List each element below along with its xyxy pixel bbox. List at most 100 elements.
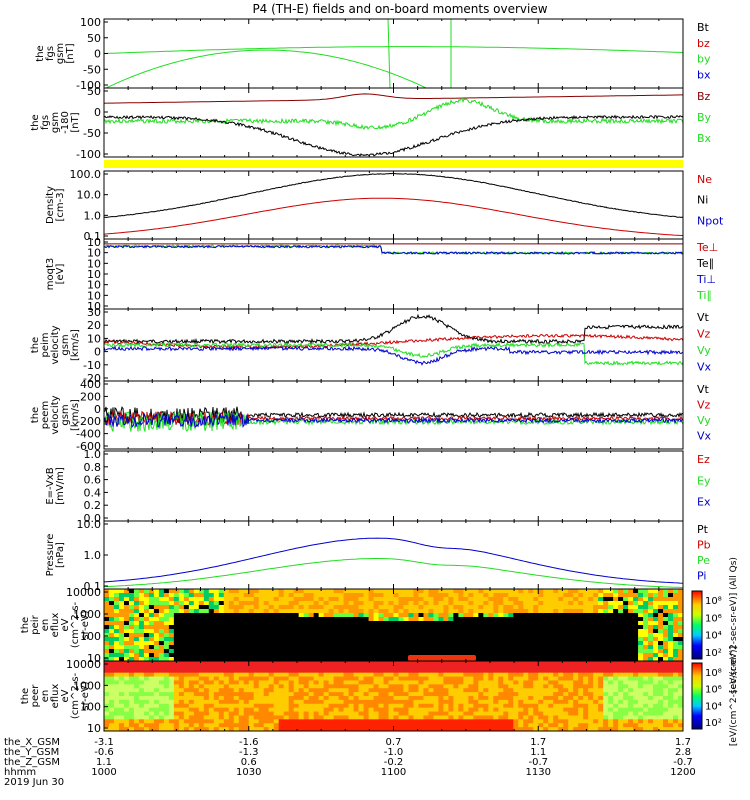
spectrogram-cell [118, 629, 125, 634]
spectrogram-cell [208, 637, 215, 642]
spectrogram-cell [573, 657, 579, 661]
spectrogram-cell [478, 684, 484, 689]
spectrogram-cell [598, 597, 604, 602]
spectrogram-cell [243, 657, 250, 661]
spectrogram-cell [573, 621, 579, 626]
spectrogram-cell [533, 688, 539, 693]
spectrogram-cell [238, 617, 245, 622]
spectrogram-cell [398, 613, 405, 618]
spectrogram-cell [368, 637, 375, 642]
spectrogram-cell [578, 629, 584, 634]
spectrogram-cell [608, 601, 614, 606]
spectrogram-cell [498, 672, 504, 678]
spectrogram-cell [508, 661, 514, 666]
spectrogram-cell [533, 661, 539, 666]
spectrogram-cell [158, 601, 165, 606]
spectrogram-cell [373, 707, 380, 713]
spectrogram-cell [543, 625, 549, 630]
spectrogram-cell [593, 672, 599, 678]
spectrogram-cell [268, 680, 275, 685]
spectrogram-cell [488, 593, 494, 598]
spectrogram-cell [488, 699, 494, 705]
spectrogram-cell [413, 633, 420, 638]
spectrogram-cell [378, 625, 385, 630]
spectrogram-cell [513, 719, 519, 724]
spectrogram-cell [663, 727, 669, 731]
spectrogram-cell [583, 657, 589, 661]
spectrogram-cell [328, 593, 335, 598]
spectrogram-cell [393, 637, 400, 642]
spectrogram-cell [383, 688, 390, 693]
spectrogram-cell [538, 692, 544, 697]
spectrogram-cell [188, 617, 195, 622]
spectrogram-cell [423, 684, 430, 689]
spectrogram-cell [593, 692, 599, 697]
spectrogram-cell [368, 707, 375, 713]
spectrogram-cell [523, 633, 529, 638]
spectrogram-cell [488, 597, 494, 602]
spectrogram-cell [348, 676, 355, 682]
spectrogram-cell [233, 715, 240, 720]
spectrogram-cell [548, 609, 554, 614]
spectrogram-cell [378, 723, 385, 728]
spectrogram-cell [478, 719, 484, 724]
spectrogram-cell [573, 715, 579, 720]
spectrogram-cell [368, 723, 375, 728]
spectrogram-cell [223, 597, 230, 602]
spectrogram-cell [413, 707, 420, 713]
spectrogram-cell [104, 664, 110, 670]
spectrogram-cell [353, 719, 360, 724]
spectrogram-cell [248, 688, 255, 693]
spectrogram-cell [653, 597, 659, 602]
spectrogram-cell [358, 645, 365, 650]
spectrogram-cell [233, 680, 240, 685]
spectrogram-cell [408, 597, 415, 602]
spectrogram-cell [518, 699, 524, 705]
spectrogram-cell [203, 699, 210, 705]
spectrogram-cell [138, 625, 145, 630]
spectrogram-cell [268, 703, 275, 709]
spectrogram-cell [653, 684, 659, 689]
spectrogram-cell [353, 641, 360, 646]
spectrogram-cell [553, 719, 559, 724]
spectrogram-cell [428, 641, 435, 646]
spectrogram-cell [613, 680, 619, 685]
spectrogram-cell [358, 629, 365, 634]
spectrogram-cell [293, 707, 300, 713]
spectrogram-cell [248, 723, 255, 728]
spectrogram-cell [498, 649, 504, 654]
spectrogram-cell [633, 589, 639, 594]
spectrogram-cell [193, 653, 200, 658]
spectrogram-cell [298, 692, 305, 697]
spectrogram-cell [178, 597, 185, 602]
spectrogram-cell [278, 692, 285, 697]
spectrogram-cell [468, 593, 474, 598]
spectrogram-cell [363, 707, 370, 713]
spectrogram-cell [128, 680, 135, 685]
spectrogram-cell [538, 629, 544, 634]
spectrogram-cell [338, 657, 345, 661]
spectrogram-cell [198, 601, 205, 606]
spectrogram-cell [313, 707, 320, 713]
spectrogram-cell [468, 684, 474, 689]
spectrogram-cell [148, 601, 155, 606]
spectrogram-cell [643, 707, 649, 713]
spectrogram-cell [678, 625, 683, 630]
spectrogram-cell [313, 727, 320, 731]
spectrogram-cell [658, 589, 664, 594]
y-axis-label: (cm^2-s- [70, 672, 81, 719]
spectrogram-cell [238, 653, 245, 658]
spectrogram-cell [608, 672, 614, 678]
spectrogram-cell [428, 664, 435, 670]
spectrogram-cell [643, 597, 649, 602]
spectrogram-cell [393, 696, 400, 701]
spectrogram-cell [308, 653, 315, 658]
spectrogram-cell [343, 625, 350, 630]
spectrogram-cell [108, 672, 115, 678]
spectrogram-cell [638, 633, 644, 638]
spectrogram-cell [488, 625, 494, 630]
spectrogram-cell [318, 661, 325, 666]
spectrogram-cell [273, 703, 280, 709]
spectrogram-cell [373, 668, 380, 674]
